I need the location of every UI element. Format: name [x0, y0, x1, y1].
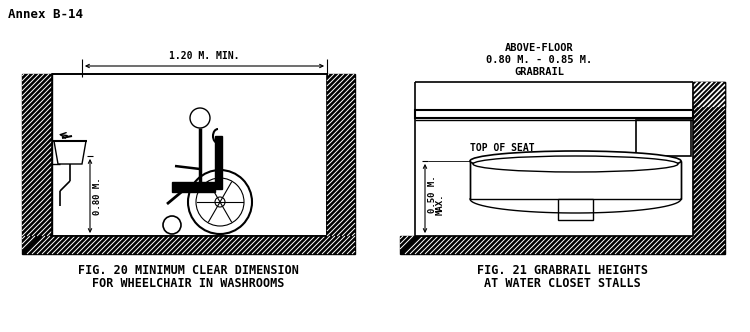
- Text: GRABRAIL: GRABRAIL: [514, 67, 564, 77]
- Text: 0.80 M. - 0.85 M.: 0.80 M. - 0.85 M.: [486, 55, 592, 65]
- Polygon shape: [54, 141, 86, 164]
- Text: 0.80 M.: 0.80 M.: [93, 177, 102, 215]
- Text: MAX.: MAX.: [436, 194, 445, 215]
- Bar: [400, 236, 725, 254]
- Bar: [327, 74, 355, 186]
- Bar: [636, 120, 691, 156]
- Text: FOR WHEELCHAIR IN WASHROOMS: FOR WHEELCHAIR IN WASHROOMS: [92, 277, 285, 290]
- Text: AT WATER CLOSET STALLS: AT WATER CLOSET STALLS: [484, 277, 640, 290]
- Circle shape: [190, 108, 210, 128]
- Ellipse shape: [473, 156, 678, 172]
- Text: Annex B-14: Annex B-14: [8, 8, 83, 21]
- Text: ABOVE-FLOOR: ABOVE-FLOOR: [505, 43, 573, 53]
- Polygon shape: [470, 161, 681, 199]
- Circle shape: [188, 170, 252, 234]
- Ellipse shape: [470, 151, 681, 171]
- Circle shape: [215, 197, 225, 207]
- Bar: [693, 82, 725, 107]
- Bar: [22, 236, 355, 254]
- Circle shape: [196, 178, 244, 226]
- Bar: [415, 82, 693, 236]
- Text: FIG. 20 MINIMUM CLEAR DIMENSION: FIG. 20 MINIMUM CLEAR DIMENSION: [78, 264, 299, 277]
- Bar: [215, 136, 222, 189]
- Text: 1.20 M. MIN.: 1.20 M. MIN.: [170, 51, 240, 61]
- Text: 0.50 M.: 0.50 M.: [428, 176, 437, 213]
- Circle shape: [163, 216, 181, 234]
- Bar: [52, 74, 327, 236]
- Bar: [693, 82, 725, 236]
- Text: TOP OF SEAT: TOP OF SEAT: [470, 143, 535, 153]
- Bar: [172, 182, 215, 192]
- Bar: [415, 110, 693, 118]
- Text: FIG. 21 GRABRAIL HEIGHTS: FIG. 21 GRABRAIL HEIGHTS: [477, 264, 648, 277]
- Bar: [558, 199, 593, 220]
- Bar: [22, 74, 52, 236]
- Bar: [327, 186, 355, 236]
